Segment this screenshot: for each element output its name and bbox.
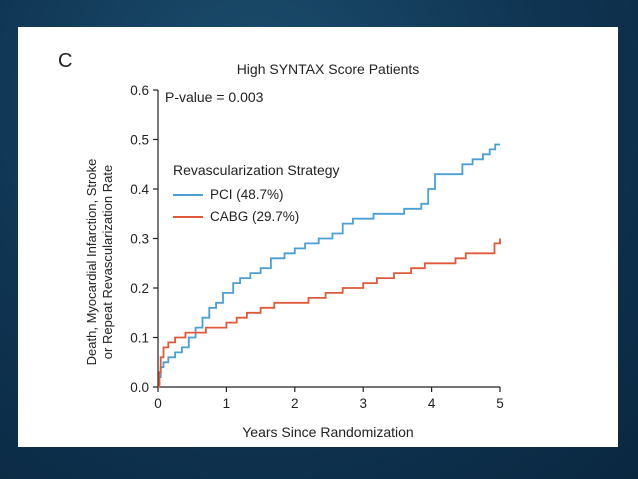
series-layer	[158, 143, 501, 388]
legend-label-pci: PCI (48.7%)	[210, 187, 284, 202]
y-tick-label: 0.1	[130, 331, 149, 346]
x-tick-label: 5	[496, 396, 504, 411]
x-tick-label: 0	[154, 396, 162, 411]
figure-panel: C High SYNTAX Score Patients P-value = 0…	[18, 27, 618, 447]
x-tick-label: 1	[223, 396, 231, 411]
p-value-annotation: P-value = 0.003	[165, 89, 264, 105]
y-axis-label-line1: Death, Myocardial Infarction, Stroke	[84, 159, 99, 366]
y-tick-label: 0.2	[130, 281, 149, 296]
y-tick-label: 0.0	[130, 380, 149, 395]
x-tick-label: 2	[291, 396, 299, 411]
chart-title: High SYNTAX Score Patients	[237, 61, 420, 77]
y-tick-label: 0.3	[130, 232, 149, 247]
y-axis-label-line2: or Repeat Revascularization Rate	[100, 165, 115, 359]
series-line-pci	[158, 143, 500, 388]
km-chart: C High SYNTAX Score Patients P-value = 0…	[58, 50, 504, 440]
legend-title: Revascularization Strategy	[173, 162, 340, 178]
axes: 0.0 0.1 0.2 0.3 0.4 0.5 0.6 0 1 2 3 4 5	[130, 83, 504, 411]
x-axis-label: Years Since Randomization	[242, 424, 413, 440]
legend-label-cabg: CABG (29.7%)	[210, 209, 299, 224]
series-line-cabg	[158, 238, 501, 388]
y-tick-label: 0.6	[130, 83, 149, 98]
panel-label: C	[58, 50, 72, 72]
y-tick-label: 0.5	[130, 133, 149, 148]
x-tick-label: 3	[359, 396, 367, 411]
x-tick-label: 4	[428, 396, 436, 411]
y-tick-label: 0.4	[130, 182, 149, 197]
